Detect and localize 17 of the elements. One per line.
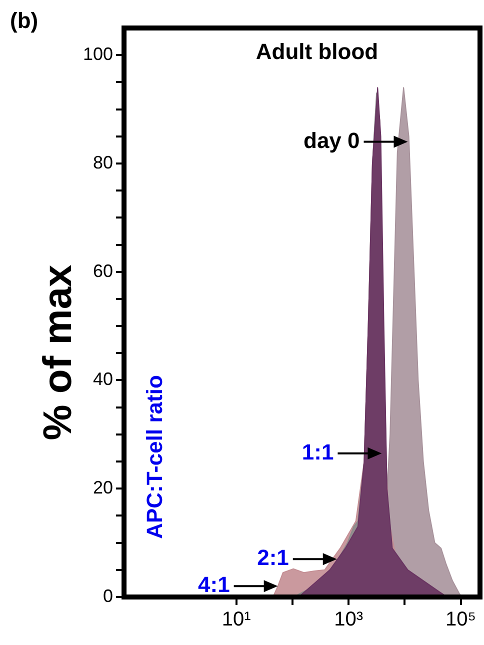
y-tick-label: 0 — [103, 586, 114, 606]
y-tick-label: 20 — [93, 478, 114, 498]
y-axis-title: % of max — [36, 264, 80, 440]
annotation: 2:1 — [257, 545, 289, 570]
x-tick-label: 10¹ — [222, 608, 252, 631]
y-tick-label: 60 — [93, 260, 114, 281]
text: Adult blood — [256, 39, 378, 64]
annotation: 4:1 — [198, 572, 230, 598]
legend-title: APC:T-cell ratio — [142, 375, 168, 539]
y-tick-label: 40 — [93, 369, 114, 390]
x-tick-label: 10³ — [334, 608, 364, 631]
annotation: 1:1 — [302, 439, 334, 464]
y-tick-label: 100 — [82, 44, 114, 64]
x-tick-label: 10⁵ — [446, 608, 476, 631]
annotation: day 0 — [304, 128, 360, 153]
y-tick-label: 80 — [93, 152, 114, 172]
text: (b) — [10, 8, 38, 34]
